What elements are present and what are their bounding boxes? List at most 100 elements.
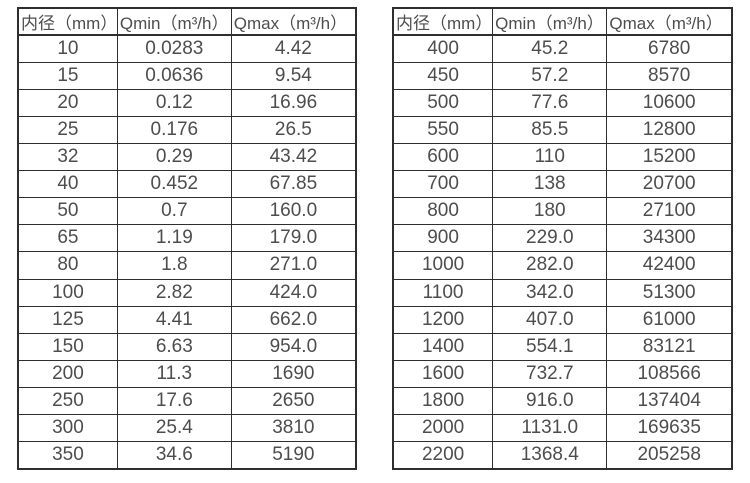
table-cell: 67.85 <box>230 170 357 199</box>
table-cell: 500 <box>392 89 494 118</box>
table-row: 1100 342.0 51300 <box>392 278 733 307</box>
table-cell: 137404 <box>606 386 733 415</box>
table-cell: 6.63 <box>116 332 232 361</box>
table-cell: 271.0 <box>230 251 357 280</box>
table-cell: 108566 <box>606 359 733 388</box>
table-cell: 50 <box>17 197 118 226</box>
table-cell: 83121 <box>606 332 733 361</box>
column-header: Qmax（m³/h） <box>606 7 733 36</box>
table-cell: 5190 <box>230 440 357 470</box>
table-row: 40 0.452 67.85 <box>17 170 357 199</box>
table-row: 25 0.176 26.5 <box>17 116 357 145</box>
table-cell: 1200 <box>392 305 494 334</box>
table-cell: 550 <box>392 116 494 145</box>
table-body: 400 45.2 6780 450 57.2 8570 500 77.6 10600 550 85.… <box>392 34 733 470</box>
table-row: 125 4.41 662.0 <box>17 305 357 334</box>
table-cell: 11.3 <box>116 359 232 388</box>
table-row: 1000 282.0 42400 <box>392 251 733 280</box>
table-cell: 12800 <box>606 116 733 145</box>
table-cell: 1.19 <box>116 224 232 253</box>
table-cell: 229.0 <box>492 224 608 253</box>
table-cell: 800 <box>392 197 494 226</box>
table-cell: 20700 <box>606 170 733 199</box>
table-cell: 61000 <box>606 305 733 334</box>
header-row: 内径（mm） Qmin（m³/h） Qmax（m³/h） <box>17 7 357 36</box>
table-row: 150 6.63 954.0 <box>17 332 357 361</box>
table-cell: 179.0 <box>230 224 357 253</box>
table-cell: 400 <box>392 34 494 64</box>
table-cell: 282.0 <box>492 251 608 280</box>
column-header: Qmin（m³/h） <box>116 7 232 36</box>
table-row: 1200 407.0 61000 <box>392 305 733 334</box>
table-cell: 80 <box>17 251 118 280</box>
table-cell: 25.4 <box>116 413 232 442</box>
table-cell: 15200 <box>606 143 733 172</box>
table-cell: 2200 <box>392 440 494 470</box>
table-row: 1600 732.7 108566 <box>392 359 733 388</box>
table-cell: 0.452 <box>116 170 232 199</box>
table-cell: 85.5 <box>492 116 608 145</box>
table-cell: 17.6 <box>116 386 232 415</box>
column-header: Qmin（m³/h） <box>492 7 608 36</box>
table-cell: 350 <box>17 440 118 470</box>
table-cell: 43.42 <box>230 143 357 172</box>
table-cell: 662.0 <box>230 305 357 334</box>
table-cell: 27100 <box>606 197 733 226</box>
table-row: 32 0.29 43.42 <box>17 143 357 172</box>
table-cell: 2.82 <box>116 278 232 307</box>
table-cell: 0.0636 <box>116 62 232 91</box>
table-row: 400 45.2 6780 <box>392 34 733 64</box>
table-cell: 25 <box>17 116 118 145</box>
table-cell: 200 <box>17 359 118 388</box>
table-row: 65 1.19 179.0 <box>17 224 357 253</box>
table-cell: 2000 <box>392 413 494 442</box>
table-row: 300 25.4 3810 <box>17 413 357 442</box>
table-row: 500 77.6 10600 <box>392 89 733 118</box>
table-row: 250 17.6 2650 <box>17 386 357 415</box>
table-row: 80 1.8 271.0 <box>17 251 357 280</box>
table-cell: 954.0 <box>230 332 357 361</box>
table-cell: 40 <box>17 170 118 199</box>
table-cell: 57.2 <box>492 62 608 91</box>
table-cell: 424.0 <box>230 278 357 307</box>
table-cell: 9.54 <box>230 62 357 91</box>
table-cell: 6780 <box>606 34 733 64</box>
table-row: 600 110 15200 <box>392 143 733 172</box>
table-cell: 15 <box>17 62 118 91</box>
table-cell: 1.8 <box>116 251 232 280</box>
table-cell: 65 <box>17 224 118 253</box>
table-cell: 110 <box>492 143 608 172</box>
table-row: 900 229.0 34300 <box>392 224 733 253</box>
table-cell: 20 <box>17 89 118 118</box>
table-cell: 34300 <box>606 224 733 253</box>
table-cell: 138 <box>492 170 608 199</box>
table-cell: 0.176 <box>116 116 232 145</box>
table-row: 200 11.3 1690 <box>17 359 357 388</box>
table-cell: 180 <box>492 197 608 226</box>
table-cell: 450 <box>392 62 494 91</box>
table-row: 450 57.2 8570 <box>392 62 733 91</box>
table-cell: 1131.0 <box>492 413 608 442</box>
table-row: 1400 554.1 83121 <box>392 332 733 361</box>
table-cell: 407.0 <box>492 305 608 334</box>
table-cell: 4.42 <box>230 34 357 64</box>
table-row: 2000 1131.0 169635 <box>392 413 733 442</box>
table-header: 内径（mm） Qmin（m³/h） Qmax（m³/h） <box>17 7 357 36</box>
column-header: Qmax（m³/h） <box>230 7 357 36</box>
table-cell: 0.12 <box>116 89 232 118</box>
table-cell: 2650 <box>230 386 357 415</box>
table-row: 20 0.12 16.96 <box>17 89 357 118</box>
table-cell: 10 <box>17 34 118 64</box>
table-row: 15 0.0636 9.54 <box>17 62 357 91</box>
table-cell: 8570 <box>606 62 733 91</box>
flow-rate-table-small-diameters: 内径（mm） Qmin（m³/h） Qmax（m³/h） 10 0.0283 4.42 1… <box>17 7 357 470</box>
table-row: 10 0.0283 4.42 <box>17 34 357 64</box>
table-row: 700 138 20700 <box>392 170 733 199</box>
table-cell: 300 <box>17 413 118 442</box>
table-cell: 1600 <box>392 359 494 388</box>
table-cell: 34.6 <box>116 440 232 470</box>
table-cell: 1000 <box>392 251 494 280</box>
table-cell: 1800 <box>392 386 494 415</box>
table-row: 1800 916.0 137404 <box>392 386 733 415</box>
